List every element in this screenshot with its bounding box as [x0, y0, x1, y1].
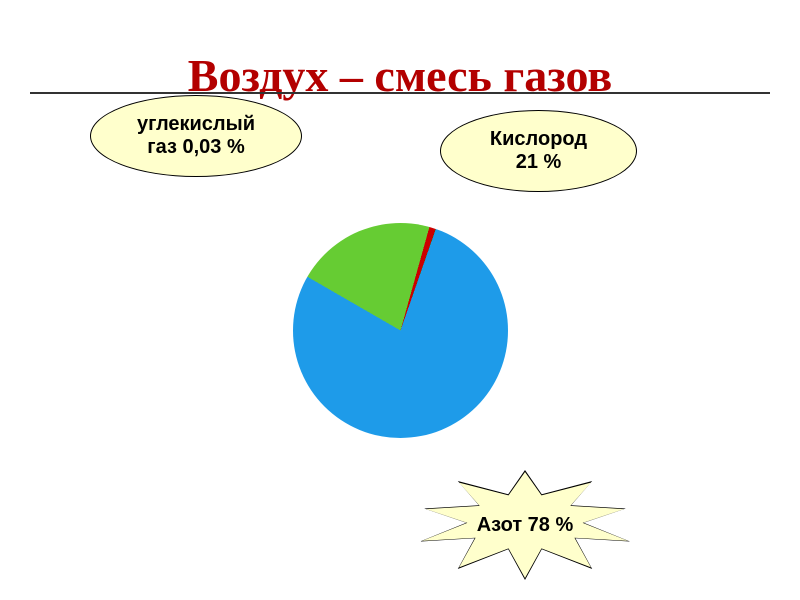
- horizontal-rule: [30, 92, 770, 94]
- star-fill: Азот 78 %: [422, 472, 628, 578]
- callout-co2-line2: газ 0,03 %: [147, 136, 244, 159]
- pie-chart: [293, 223, 508, 438]
- callout-o2-line1: Кислород: [490, 128, 587, 151]
- callout-nitrogen: Азот 78 %: [420, 470, 630, 580]
- callout-o2-line2: 21 %: [516, 151, 562, 174]
- callout-co2: углекислый газ 0,03 %: [90, 95, 302, 177]
- callout-co2-line1: углекислый: [137, 113, 255, 136]
- callout-oxygen: Кислород 21 %: [440, 110, 637, 192]
- callout-n2-text: Азот 78 %: [477, 514, 574, 537]
- slide: { "title": { "text": "Воздух – смесь газ…: [0, 0, 800, 600]
